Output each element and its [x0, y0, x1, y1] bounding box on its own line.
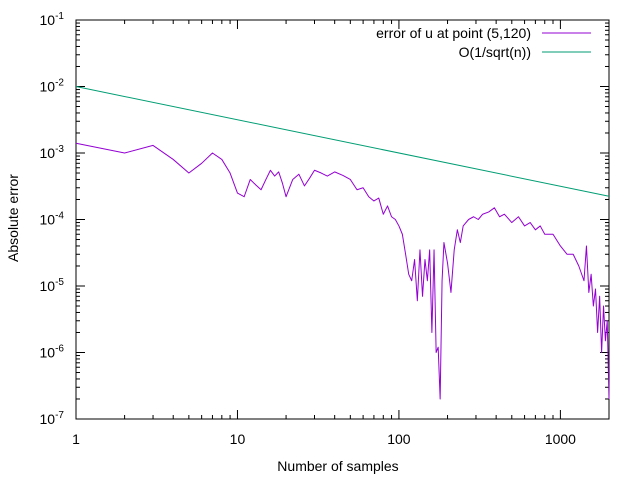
y-tick-label: 10-1: [40, 11, 65, 28]
y-tick-label: 10-6: [40, 344, 65, 361]
tick-marks: [75, 19, 610, 420]
legend: error of u at point (5,120) O(1/sqrt(n)): [376, 25, 591, 60]
plot-area-border: [75, 19, 610, 420]
legend-label-series-1: error of u at point (5,120): [376, 25, 531, 41]
x-tick-label: 100: [387, 431, 411, 447]
y-tick-label: 10-4: [40, 211, 65, 228]
series-line-2: [75, 86, 610, 197]
series-line-1: [75, 142, 610, 400]
series-layer: [75, 86, 610, 400]
x-tick-label: 1000: [545, 431, 576, 447]
y-tick-label: 10-3: [40, 144, 65, 161]
y-tick-label: 10-2: [40, 78, 65, 95]
x-tick-label: 10: [230, 431, 246, 447]
legend-label-series-2: O(1/sqrt(n)): [459, 44, 531, 60]
x-axis-label: Number of samples: [277, 458, 398, 474]
x-tick-label: 1: [72, 431, 80, 447]
y-tick-label: 10-5: [40, 277, 65, 294]
y-axis-label: Absolute error: [5, 174, 21, 262]
y-tick-label: 10-7: [40, 410, 65, 427]
tick-labels: 1 10 100 1000 10-7 10-6 10-5 10-4 10-3 10-2 10-1: [40, 11, 577, 447]
